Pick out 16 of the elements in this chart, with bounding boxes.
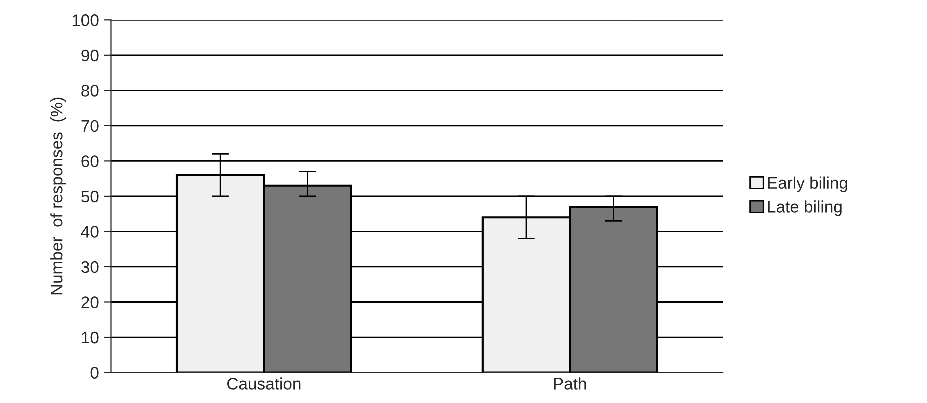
y-tick-label: 80 — [82, 85, 99, 97]
x-tick-label: Path — [554, 378, 586, 390]
y-tick-label: 30 — [82, 261, 99, 274]
y-tick-label: 60 — [82, 156, 99, 168]
y-tick-label: 90 — [82, 50, 99, 62]
y-tick-label: 50 — [82, 190, 99, 203]
x-tick-label: Causation — [228, 378, 301, 390]
legend-label: Early biling — [768, 176, 848, 192]
y-axis-title: Number of responses (%) — [50, 98, 66, 295]
y-tick-label: 100 — [72, 14, 99, 26]
y-tick-label: 70 — [82, 120, 99, 132]
y-tick-label: 0 — [90, 367, 99, 379]
y-tick-label: 40 — [81, 226, 99, 238]
y-tick-label: 20 — [82, 296, 99, 308]
legend-label: Late biling — [768, 200, 842, 216]
y-tick-label: 10 — [82, 332, 99, 344]
